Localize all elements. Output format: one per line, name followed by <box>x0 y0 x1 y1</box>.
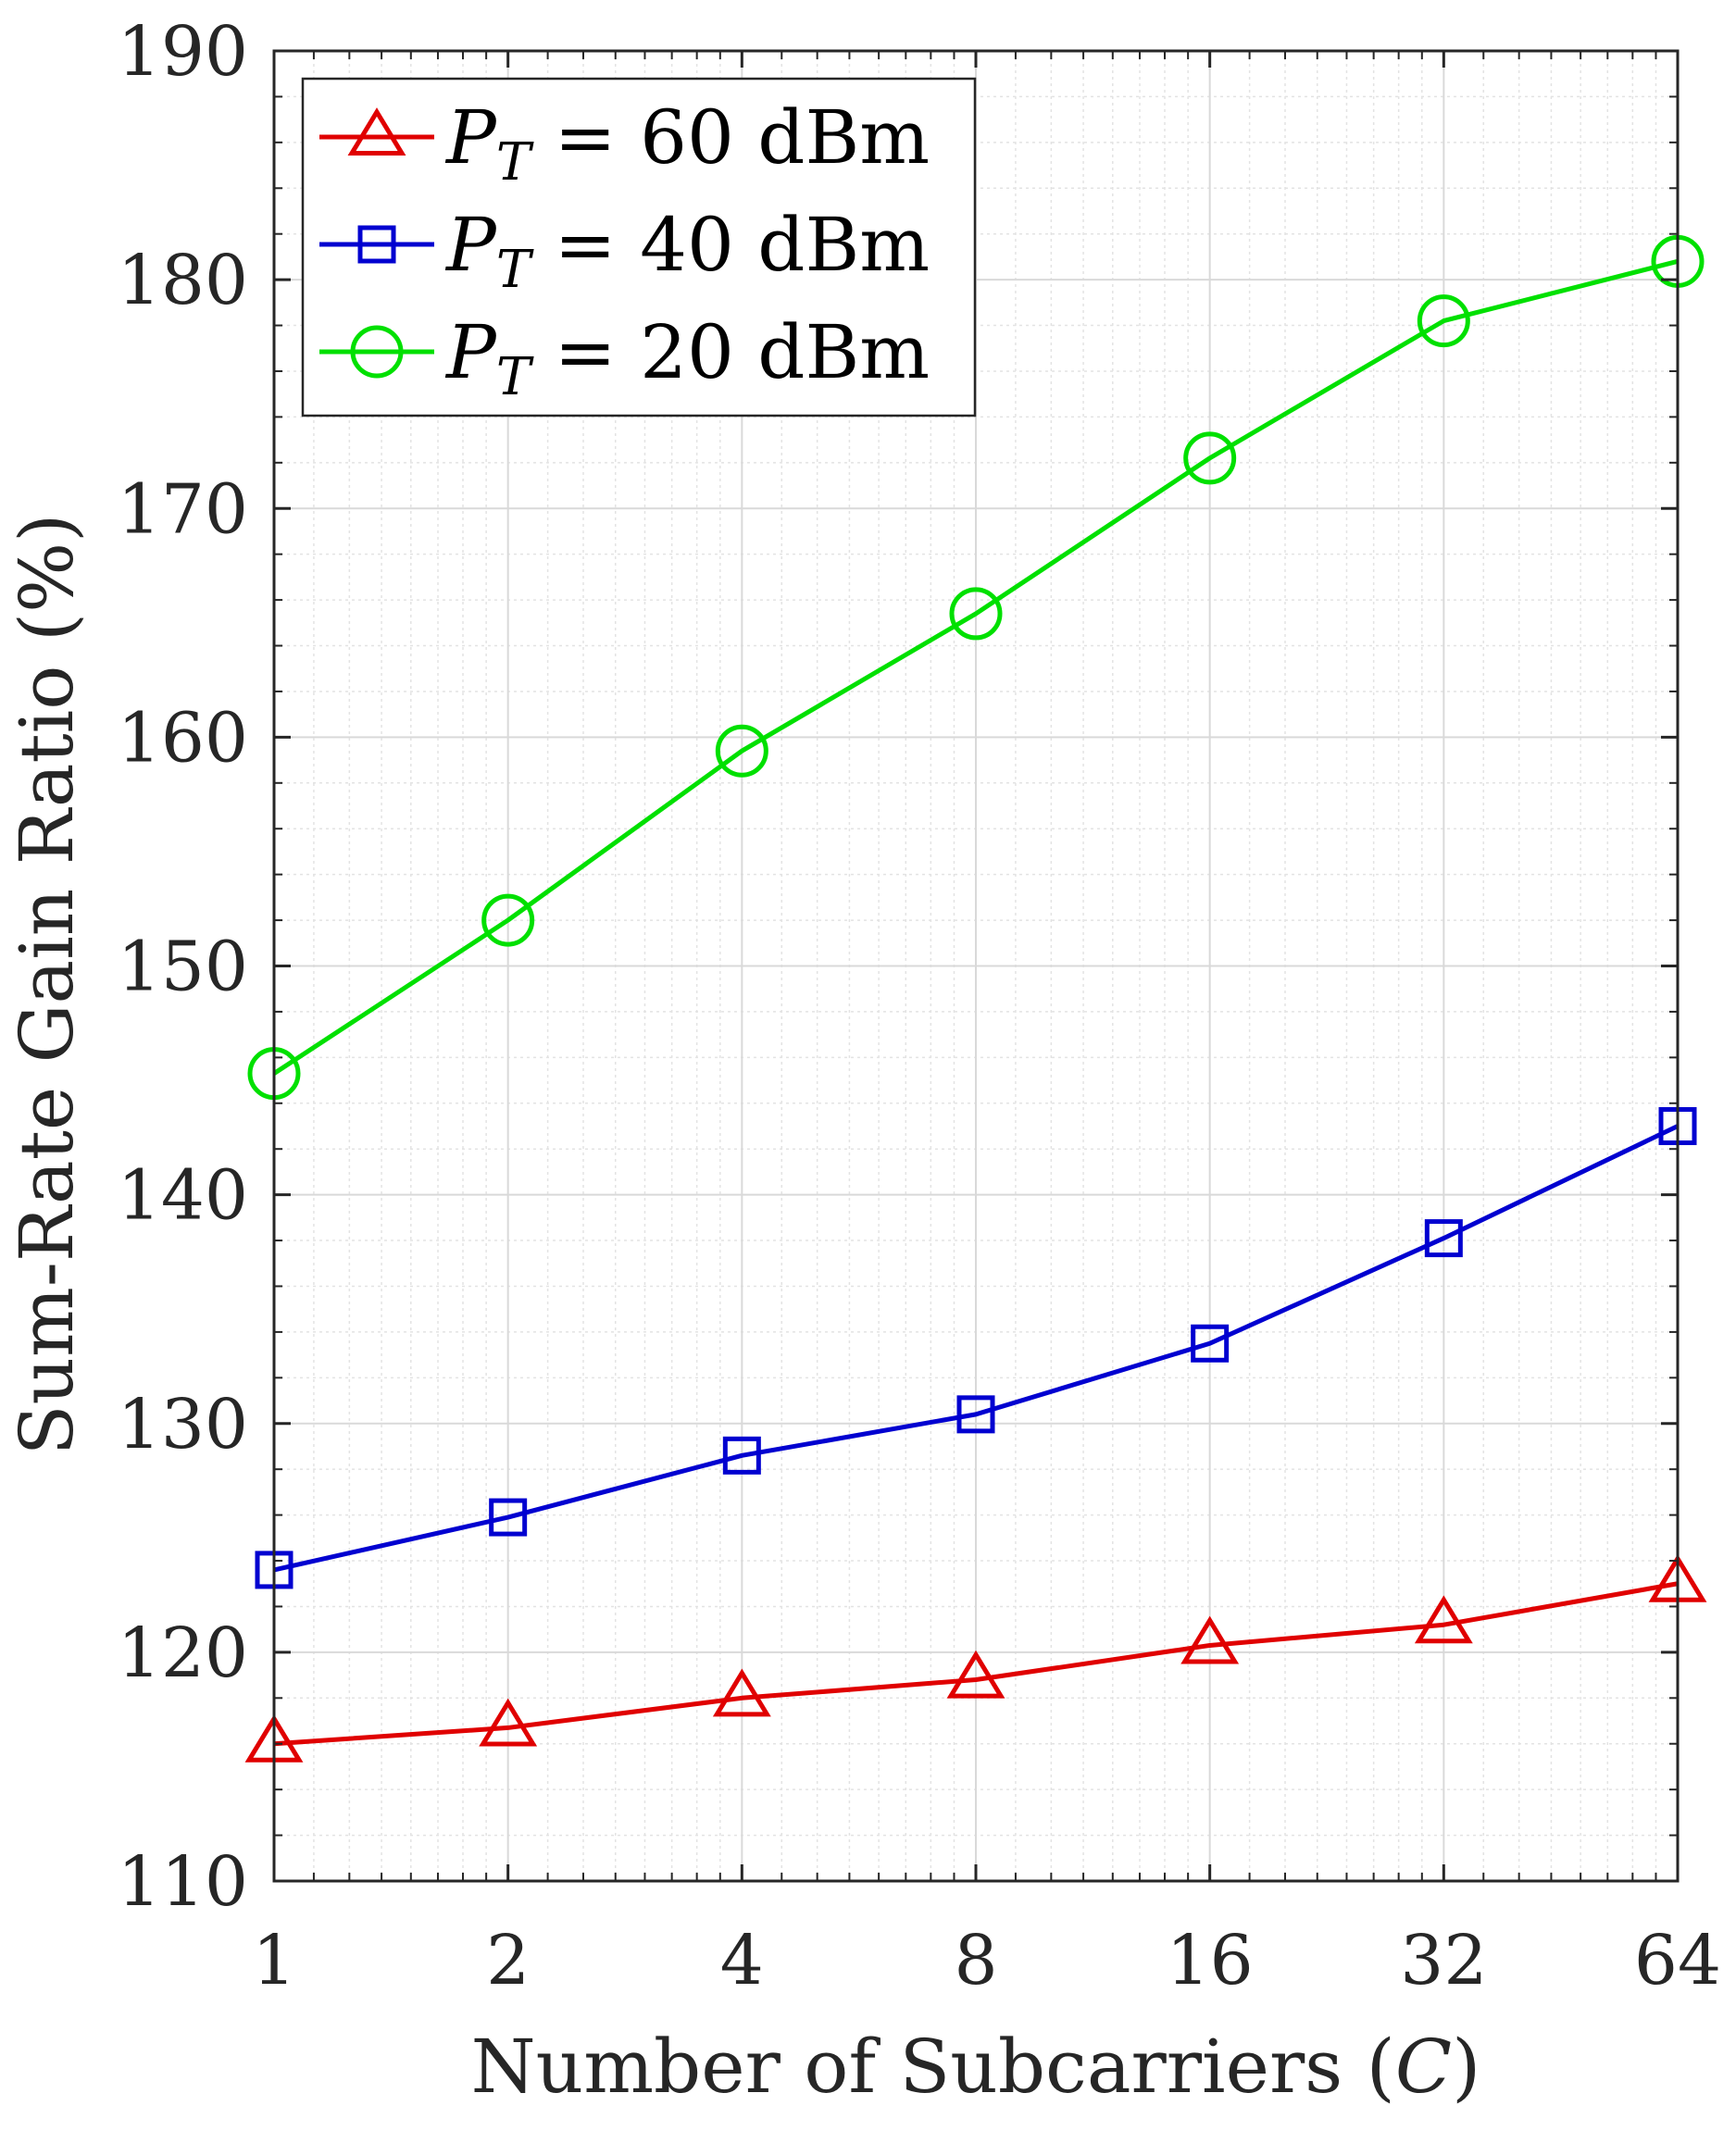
data-point-circle <box>1183 431 1237 485</box>
legend-marker-circle <box>350 325 404 379</box>
data-point-square <box>1424 1219 1463 1258</box>
y-tick-label: 130 <box>118 1385 248 1464</box>
x-tick-label: 2 <box>486 1921 530 2000</box>
y-tick-label: 120 <box>118 1613 248 1693</box>
legend-label: PT = 60 dBm <box>444 94 930 193</box>
data-point-circle <box>1417 294 1470 348</box>
data-point-circle <box>481 893 535 947</box>
data-point-triangle <box>946 1650 1005 1699</box>
series-group <box>244 234 1707 1763</box>
data-point-square <box>956 1395 995 1434</box>
series-line-2 <box>273 1124 1680 1573</box>
tick-labels: 1 2 4 8 16 32 64 110 120 130 140 150 160 170 180 190 <box>118 12 1721 2000</box>
y-tick-label: 190 <box>118 12 248 92</box>
series-line-3 <box>272 258 1679 1076</box>
data-point-circle <box>715 724 768 778</box>
legend-marker-square <box>357 225 396 264</box>
y-tick-label: 180 <box>118 241 248 320</box>
x-axis-label: Number of Subcarriers (C) <box>471 2024 1481 2110</box>
y-tick-label: 170 <box>118 469 248 549</box>
y-tick-label: 140 <box>118 1156 248 1236</box>
legend-label: PT = 40 dBm <box>444 202 930 300</box>
axes <box>272 49 1680 1883</box>
legend-label: PT = 20 dBm <box>444 309 930 407</box>
series-line-1 <box>273 1581 1679 1747</box>
x-tick-label: 16 <box>1167 1921 1254 2000</box>
x-tick-label: 1 <box>252 1921 295 2000</box>
y-tick-label: 110 <box>118 1842 248 1922</box>
y-tick-label: 160 <box>118 698 248 778</box>
data-point-triangle <box>479 1698 538 1747</box>
x-tick-label: 4 <box>720 1921 764 2000</box>
y-tick-label: 150 <box>118 928 248 1007</box>
data-point-square <box>489 1498 528 1537</box>
data-point-triangle <box>712 1668 771 1717</box>
y-axis-label: Sum-Rate Gain Ratio (%) <box>4 514 90 1456</box>
data-point-triangle <box>1180 1615 1240 1664</box>
x-tick-label: 8 <box>954 1921 997 2000</box>
data-point-square <box>722 1436 761 1475</box>
data-point-triangle <box>1414 1595 1473 1644</box>
x-tick-label: 32 <box>1400 1921 1487 2000</box>
legend-marker-triangle <box>347 107 406 156</box>
data-point-square <box>1191 1324 1230 1363</box>
x-tick-label: 64 <box>1634 1921 1721 2000</box>
data-point-circle <box>949 587 1003 641</box>
